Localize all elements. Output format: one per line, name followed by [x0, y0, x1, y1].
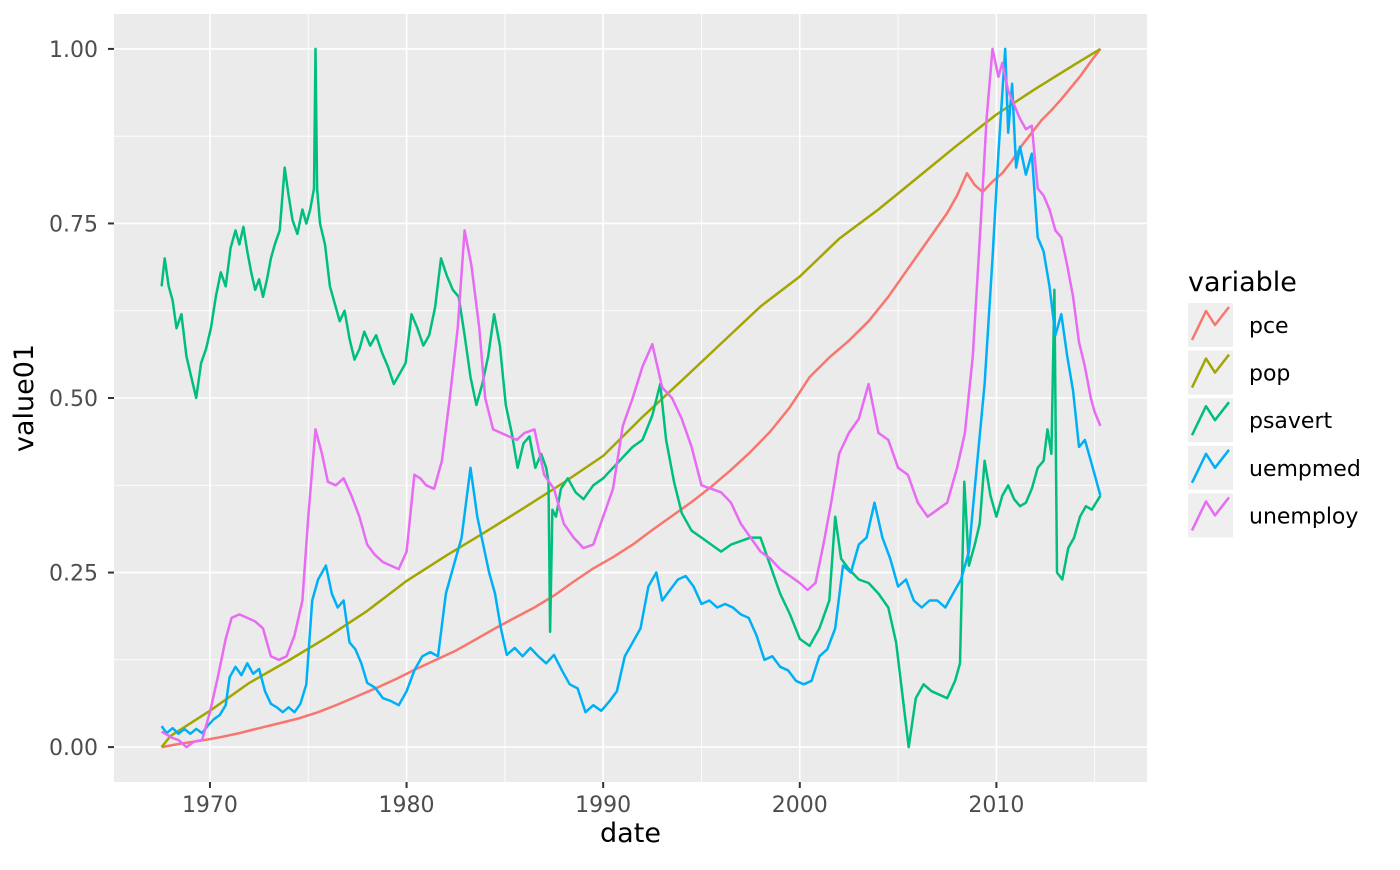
x-axis-title: date [600, 818, 661, 849]
legend: variable pce pop psavert uempmed unemploy [1188, 267, 1361, 538]
y-tick-label: 1.00 [49, 38, 98, 63]
legend-label-unemploy: unemploy [1249, 504, 1358, 529]
legend-key-glyph-pce [1190, 306, 1230, 341]
y-tick-label: 0.50 [49, 387, 98, 412]
y-tick-label: 0.25 [49, 562, 98, 587]
series-line-pce [161, 48, 1102, 749]
legend-key-glyph-psavert [1190, 401, 1230, 436]
x-tick-label: 1990 [575, 793, 631, 818]
x-axis: 1970 1980 1990 2000 2010 date [182, 782, 1024, 849]
legend-key-glyph-uempmed [1190, 449, 1230, 484]
y-tick-label: 0.00 [49, 736, 98, 761]
y-axis-title: value01 [9, 344, 40, 452]
x-tick-label: 1970 [182, 793, 238, 818]
legend-entry-pce: pce [1188, 303, 1289, 347]
series-line-unemploy [160, 47, 1102, 749]
legend-title: variable [1188, 267, 1297, 298]
y-tick-label: 0.75 [49, 212, 98, 237]
legend-label-pop: pop [1249, 362, 1290, 387]
y-axis: 0.00 0.25 0.50 0.75 1.00 value01 [9, 38, 114, 761]
legend-entry-uempmed: uempmed [1188, 445, 1361, 490]
series-line-psavert [160, 47, 1102, 749]
series-line-uempmed [160, 47, 1102, 736]
x-tick-label: 2000 [772, 793, 828, 818]
legend-key-glyph-unemploy [1190, 496, 1230, 531]
series-line-pop [160, 47, 1102, 748]
x-tick-label: 1980 [379, 793, 435, 818]
legend-entry-psavert: psavert [1188, 398, 1333, 443]
legend-entry-unemploy: unemploy [1188, 493, 1358, 538]
series-lines [160, 47, 1102, 749]
legend-label-pce: pce [1249, 314, 1289, 339]
legend-label-uempmed: uempmed [1249, 457, 1361, 482]
x-tick-label: 2010 [968, 793, 1024, 818]
legend-label-psavert: psavert [1249, 409, 1333, 434]
legend-entry-pop: pop [1188, 350, 1290, 395]
legend-key-glyph-pop [1190, 353, 1230, 389]
